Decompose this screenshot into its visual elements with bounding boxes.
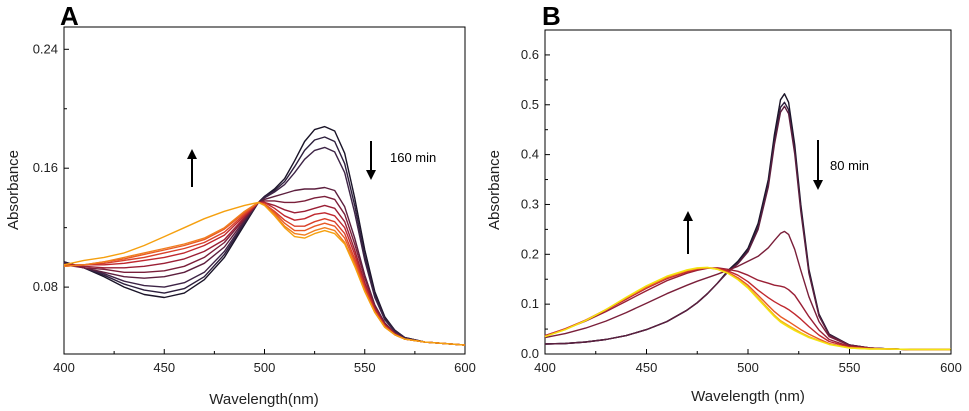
series-line-b-6 bbox=[544, 267, 951, 351]
y-tick-label-b: 0.1 bbox=[521, 296, 539, 311]
y-axis-title-b: Absorbance bbox=[486, 150, 503, 230]
x-tick-label-b: 550 bbox=[839, 360, 861, 375]
y-tick-label-b: 0.2 bbox=[521, 246, 539, 261]
y-tick-label-b: 0.6 bbox=[521, 47, 539, 62]
series-line-a-3 bbox=[63, 146, 466, 346]
panel-a: A 400 450 500 550 600 0.08 0.16 0.24 Absorbance… bbox=[5, 1, 476, 408]
ticks-b: 400 450 500 550 600 0.0 0.1 0.2 0.3 0.4 0.5 0.6 bbox=[521, 47, 962, 375]
y-tick-label-a: 0.16 bbox=[33, 160, 58, 175]
x-tick-label-a: 500 bbox=[254, 360, 276, 375]
panel-label-b: B bbox=[542, 1, 561, 31]
y-tick-label-a: 0.08 bbox=[33, 279, 58, 294]
series-line-a-2 bbox=[63, 136, 466, 346]
x-tick-label-b: 500 bbox=[737, 360, 759, 375]
x-tick-label-b: 600 bbox=[940, 360, 962, 375]
series-line-a-4 bbox=[63, 186, 466, 346]
plot-frame-b bbox=[544, 29, 952, 355]
series-line-b-8 bbox=[544, 267, 951, 351]
y-tick-label-b: 0.3 bbox=[521, 196, 539, 211]
plot-area-b: 400 450 500 550 600 0.0 0.1 0.2 0.3 0.4 0.5 0.6 bbox=[521, 29, 962, 375]
series-line-b-4 bbox=[544, 230, 951, 351]
series-line-b-3 bbox=[544, 105, 951, 351]
x-tick-label-b: 400 bbox=[534, 360, 556, 375]
series-lines-b bbox=[544, 93, 951, 351]
y-tick-label-b: 0.0 bbox=[521, 346, 539, 361]
x-tick-label-a: 600 bbox=[454, 360, 476, 375]
series-line-b-9 bbox=[544, 266, 951, 351]
x-axis-title-a: Wavelength(nm) bbox=[209, 391, 318, 408]
x-tick-label-a: 400 bbox=[53, 360, 75, 375]
y-tick-label-a: 0.24 bbox=[33, 41, 58, 56]
series-line-a-6 bbox=[63, 201, 466, 346]
series-line-b-5 bbox=[544, 267, 951, 351]
x-axis-title-b: Wavelength (nm) bbox=[691, 388, 805, 405]
x-tick-label-a: 550 bbox=[354, 360, 376, 375]
series-line-b-2 bbox=[544, 101, 951, 351]
arrow-down-a bbox=[366, 141, 376, 180]
series-line-a-7 bbox=[64, 201, 466, 346]
annotation-time-b: 80 min bbox=[830, 158, 869, 173]
series-lines-a bbox=[63, 125, 466, 346]
annotation-time-a: 160 min bbox=[390, 150, 436, 165]
x-tick-label-a: 450 bbox=[153, 360, 175, 375]
plot-area-a: 400 450 500 550 600 0.08 0.16 0.24 bbox=[33, 26, 476, 375]
panel-label-a: A bbox=[60, 1, 79, 31]
panel-b: B 400 450 500 550 600 0.0 0.1 0.2 0.3 0.4 0.5 0.6 A… bbox=[486, 1, 962, 405]
series-line-a-5 bbox=[63, 195, 466, 346]
x-tick-label-b: 450 bbox=[636, 360, 658, 375]
series-line-a-10 bbox=[63, 201, 466, 346]
arrow-down-b bbox=[813, 140, 823, 190]
plot-frame-a bbox=[63, 26, 466, 355]
series-line-a-9 bbox=[63, 201, 466, 346]
series-line-a-8 bbox=[63, 201, 466, 346]
series-line-b-7 bbox=[544, 267, 951, 351]
ticks-a: 400 450 500 550 600 0.08 0.16 0.24 bbox=[33, 41, 476, 375]
arrow-up-a bbox=[187, 149, 197, 187]
y-tick-label-b: 0.5 bbox=[521, 97, 539, 112]
series-line-a-11 bbox=[63, 201, 466, 346]
arrow-up-b bbox=[683, 211, 693, 254]
y-tick-label-b: 0.4 bbox=[521, 147, 539, 162]
y-axis-title-a: Absorbance bbox=[5, 150, 22, 230]
